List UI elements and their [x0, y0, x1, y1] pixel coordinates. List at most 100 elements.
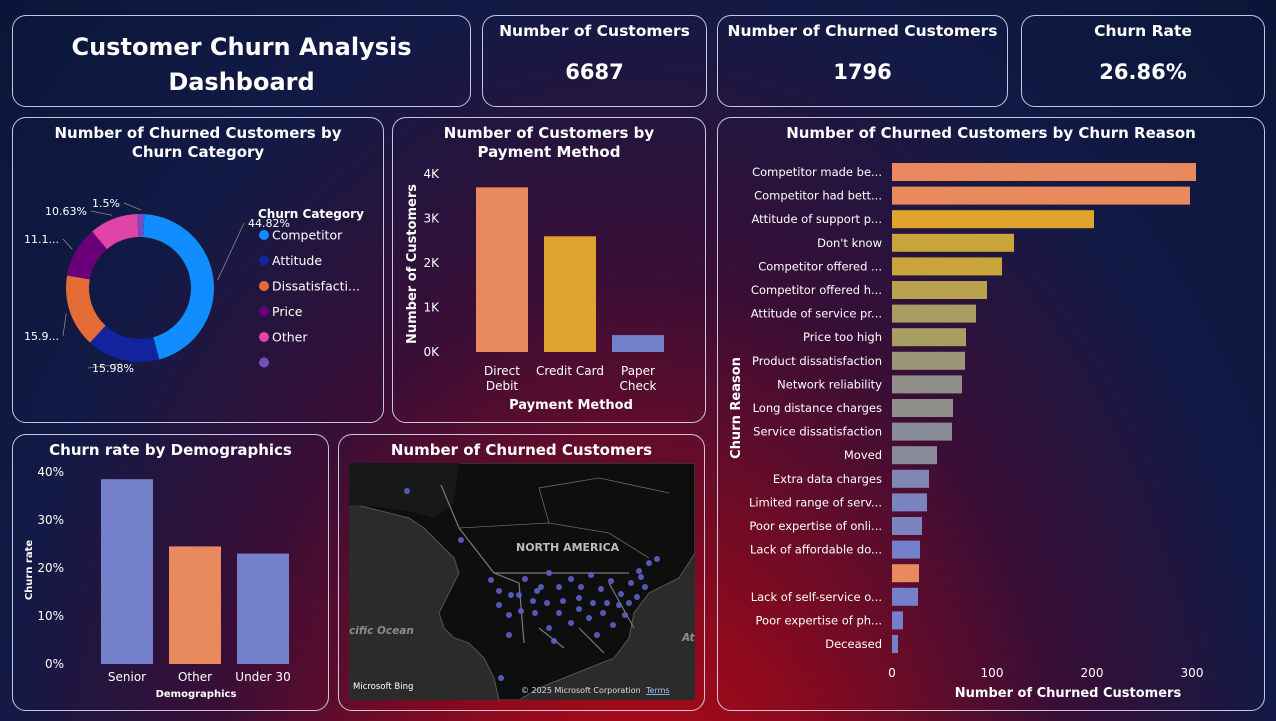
reason-bar[interactable]: [892, 328, 966, 347]
map-point[interactable]: [551, 638, 557, 644]
reason-bar[interactable]: [892, 517, 922, 535]
map-point[interactable]: [546, 625, 552, 631]
churn-category-panel[interactable]: Number of Churned Customers by Churn Cat…: [12, 117, 384, 423]
map-point[interactable]: [508, 592, 514, 598]
map-point[interactable]: [622, 612, 628, 618]
map-point[interactable]: [616, 602, 622, 608]
reason-bar[interactable]: [892, 493, 927, 512]
donut-slice[interactable]: [66, 275, 106, 343]
legend-item-label[interactable]: Competitor: [272, 228, 343, 243]
payment-bar[interactable]: [476, 187, 528, 352]
reason-bar[interactable]: [892, 233, 1014, 252]
donut-slice[interactable]: [143, 214, 215, 360]
payment-bar[interactable]: [544, 236, 596, 352]
reason-bar[interactable]: [892, 351, 965, 370]
donut-chart[interactable]: 44.82% 15.98% 15.9... 11.1... 10.63% 1.5% Chur…: [12, 163, 384, 423]
map-point[interactable]: [522, 576, 528, 582]
map-point[interactable]: [590, 600, 596, 606]
demographic-bar[interactable]: [169, 546, 221, 664]
map-point[interactable]: [556, 610, 562, 616]
reason-bar[interactable]: [892, 399, 953, 417]
map-point[interactable]: [506, 612, 512, 618]
map-point[interactable]: [598, 586, 604, 592]
legend-item-label[interactable]: Other: [272, 330, 308, 345]
map-svg[interactable]: NORTH AMERICA cific Ocean At Microsoft B…: [349, 463, 695, 700]
map-point[interactable]: [628, 580, 634, 586]
map-point[interactable]: [544, 600, 550, 606]
map-point[interactable]: [560, 598, 566, 604]
map-point[interactable]: [586, 615, 592, 621]
reason-bar[interactable]: [892, 422, 952, 441]
donut-slice[interactable]: [67, 231, 108, 280]
map-point[interactable]: [458, 537, 464, 543]
map-point[interactable]: [636, 568, 642, 574]
reason-bar[interactable]: [892, 540, 920, 559]
map-point[interactable]: [588, 572, 594, 578]
legend-item-label[interactable]: Price: [272, 304, 303, 319]
legend-marker[interactable]: [259, 332, 269, 342]
map-point[interactable]: [576, 606, 582, 612]
reason-bar[interactable]: [892, 257, 1002, 276]
map-point[interactable]: [568, 620, 574, 626]
donut-slice[interactable]: [90, 325, 160, 362]
kpi-card-churn-rate[interactable]: Churn Rate 26.86%: [1021, 15, 1265, 107]
demographics-bar-chart[interactable]: 0% 10% 20% 30% 40% Senior Other Under 30 Demogra…: [12, 460, 329, 705]
reason-bar[interactable]: [892, 611, 903, 630]
map-point[interactable]: [626, 600, 632, 606]
map-point[interactable]: [600, 610, 606, 616]
map-point[interactable]: [496, 602, 502, 608]
legend-marker[interactable]: [259, 306, 269, 317]
map-point[interactable]: [404, 488, 410, 494]
reason-bar[interactable]: [892, 587, 918, 606]
map-point[interactable]: [506, 632, 512, 638]
map-point[interactable]: [538, 584, 544, 590]
map-point[interactable]: [532, 610, 538, 616]
legend-marker[interactable]: [259, 255, 269, 266]
map-point[interactable]: [516, 592, 522, 598]
map-canvas[interactable]: NORTH AMERICA cific Ocean At Microsoft B…: [349, 463, 695, 700]
donut-slice[interactable]: [92, 214, 139, 250]
payment-bar[interactable]: [612, 335, 664, 352]
reason-bar[interactable]: [892, 446, 937, 465]
map-point[interactable]: [556, 584, 562, 590]
reason-bar[interactable]: [892, 163, 1196, 181]
map-panel[interactable]: Number of Churned Customers: [338, 434, 705, 711]
legend-item-label[interactable]: Dissatisfacti...: [272, 279, 360, 294]
churn-reason-panel[interactable]: Number of Churned Customers by Churn Rea…: [717, 117, 1265, 711]
demographic-bar[interactable]: [101, 479, 153, 664]
map-point[interactable]: [642, 584, 648, 590]
map-point[interactable]: [488, 577, 494, 583]
reason-bar[interactable]: [892, 281, 987, 299]
map-point[interactable]: [496, 588, 502, 594]
demographic-bar[interactable]: [237, 553, 289, 664]
map-point[interactable]: [546, 570, 552, 576]
kpi-card-churned[interactable]: Number of Churned Customers 1796: [717, 15, 1008, 107]
map-point[interactable]: [654, 556, 660, 562]
churn-reason-bar-chart[interactable]: Competitor made be... Competitor had bett…: [717, 150, 1265, 710]
map-points[interactable]: [404, 488, 660, 681]
map-point[interactable]: [568, 576, 574, 582]
donut-slice[interactable]: [137, 214, 145, 238]
map-point[interactable]: [518, 608, 524, 614]
map-point[interactable]: [608, 578, 614, 584]
map-point[interactable]: [604, 600, 610, 606]
reason-bar[interactable]: [892, 564, 919, 583]
legend-marker[interactable]: [259, 357, 269, 368]
kpi-card-customers[interactable]: Number of Customers 6687: [482, 15, 707, 107]
reason-bar[interactable]: [892, 635, 898, 653]
map-point[interactable]: [498, 675, 504, 681]
legend-marker[interactable]: [259, 230, 269, 240]
map-point[interactable]: [576, 595, 582, 601]
map-point[interactable]: [646, 560, 652, 566]
reason-bar[interactable]: [892, 469, 929, 488]
payment-method-panel[interactable]: Number of Customers by Payment Method: [392, 117, 706, 423]
legend-item-label[interactable]: Attitude: [272, 253, 322, 268]
reason-bar[interactable]: [892, 186, 1190, 205]
terms-link[interactable]: Terms: [645, 686, 670, 695]
legend-marker[interactable]: [259, 281, 269, 291]
map-point[interactable]: [594, 632, 600, 638]
reason-bar[interactable]: [892, 375, 962, 394]
map-point[interactable]: [618, 591, 624, 597]
reason-bar[interactable]: [892, 210, 1094, 229]
